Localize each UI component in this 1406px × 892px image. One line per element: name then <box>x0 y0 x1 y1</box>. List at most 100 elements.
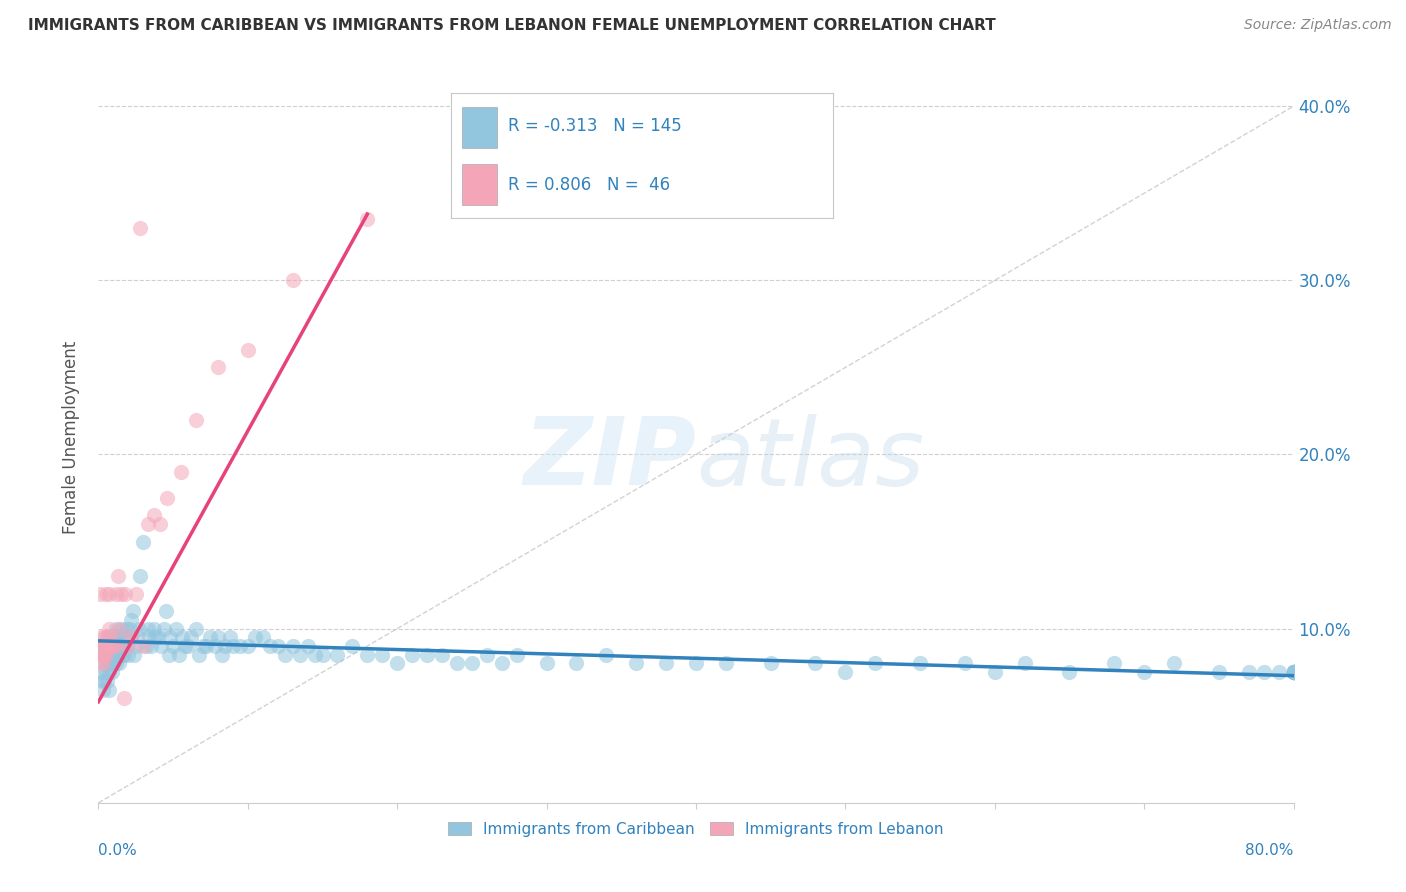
Point <box>342 639 364 653</box>
Point <box>155 604 177 618</box>
Point <box>984 665 1007 680</box>
Point <box>211 648 233 662</box>
Point <box>91 648 114 662</box>
Point <box>93 648 115 662</box>
Point <box>214 639 236 653</box>
Text: atlas: atlas <box>696 414 924 505</box>
Point <box>1014 657 1036 671</box>
Point <box>1282 665 1305 680</box>
Point <box>1282 665 1305 680</box>
Text: 80.0%: 80.0% <box>1246 843 1294 858</box>
Point <box>184 622 207 636</box>
Point <box>103 639 125 653</box>
Point <box>1267 665 1289 680</box>
Point <box>138 631 160 645</box>
Point <box>908 657 931 671</box>
Point <box>288 648 311 662</box>
Point <box>1282 665 1305 680</box>
Point <box>1282 665 1305 680</box>
Point <box>714 657 737 671</box>
Point <box>953 657 976 671</box>
Text: Source: ZipAtlas.com: Source: ZipAtlas.com <box>1244 18 1392 32</box>
Point <box>127 631 149 645</box>
Point <box>1208 665 1230 680</box>
Point <box>121 604 143 618</box>
Point <box>281 639 304 653</box>
Point <box>172 631 194 645</box>
Point <box>655 657 678 671</box>
Point <box>96 631 118 645</box>
Point <box>536 657 558 671</box>
Point <box>90 665 112 680</box>
Point <box>105 657 128 671</box>
Point <box>108 622 131 636</box>
Point <box>259 639 281 653</box>
Point <box>132 639 155 653</box>
Point <box>93 648 115 662</box>
Point <box>304 648 326 662</box>
Point <box>101 639 124 653</box>
Point <box>297 639 319 653</box>
Point <box>98 657 122 671</box>
Point <box>385 657 409 671</box>
Point <box>162 639 184 653</box>
Point <box>685 657 707 671</box>
Point <box>90 657 112 671</box>
Point <box>128 622 150 636</box>
Point <box>97 648 120 662</box>
Point <box>120 613 142 627</box>
Point <box>112 648 135 662</box>
Point <box>1282 665 1305 680</box>
Point <box>94 665 117 680</box>
Point <box>90 639 112 653</box>
Point <box>1104 657 1126 671</box>
Point <box>1282 665 1305 680</box>
Point <box>97 587 120 601</box>
Point <box>834 665 856 680</box>
Point <box>222 639 245 653</box>
Point <box>110 587 132 601</box>
Point <box>110 631 132 645</box>
Point <box>129 569 152 583</box>
Point <box>129 221 152 235</box>
Point <box>107 639 129 653</box>
Point <box>115 639 138 653</box>
Point <box>110 639 132 653</box>
Point <box>356 648 378 662</box>
Point <box>98 639 122 653</box>
Point <box>191 639 214 653</box>
Point <box>219 631 242 645</box>
Point <box>120 631 142 645</box>
Text: ZIP: ZIP <box>523 413 696 505</box>
Point <box>101 648 124 662</box>
Point <box>475 648 498 662</box>
Point <box>1163 657 1185 671</box>
Point <box>252 631 274 645</box>
Point <box>108 631 131 645</box>
Point <box>200 631 222 645</box>
Point <box>101 665 124 680</box>
Point <box>96 631 118 645</box>
Point <box>107 569 129 583</box>
Point <box>187 648 209 662</box>
Point <box>120 631 142 645</box>
Point <box>91 639 114 653</box>
Point <box>157 648 180 662</box>
Point <box>112 639 135 653</box>
Point <box>153 622 176 636</box>
Point <box>1282 665 1305 680</box>
Point <box>204 639 226 653</box>
Point <box>97 682 120 697</box>
Point <box>1282 665 1305 680</box>
Point <box>281 273 304 287</box>
Point <box>112 691 135 706</box>
Point <box>1237 665 1260 680</box>
Point <box>626 657 648 671</box>
Point <box>1059 665 1081 680</box>
Y-axis label: Female Unemployment: Female Unemployment <box>62 341 80 533</box>
Point <box>125 587 148 601</box>
Point <box>108 657 131 671</box>
Point <box>111 622 134 636</box>
Point <box>139 639 162 653</box>
Point <box>1282 665 1305 680</box>
